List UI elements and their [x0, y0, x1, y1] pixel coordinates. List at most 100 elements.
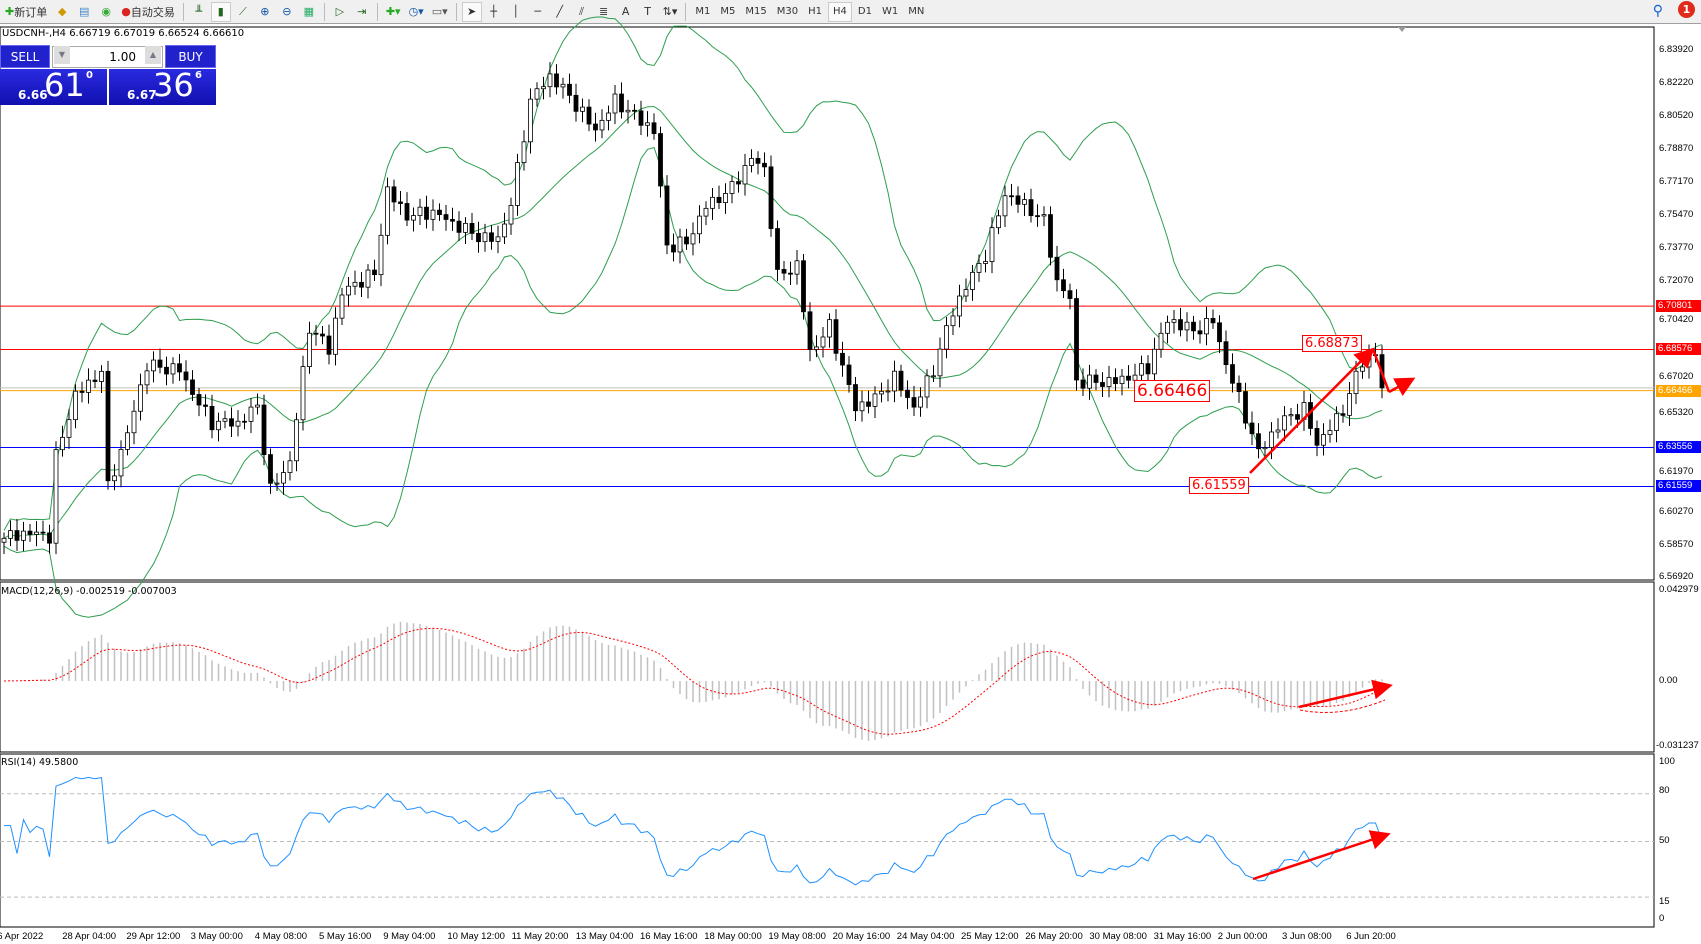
- text-icon[interactable]: A: [621, 5, 630, 18]
- lot-size-input[interactable]: 1.00: [52, 46, 163, 68]
- buy-price[interactable]: 6.67 36 6: [109, 66, 216, 105]
- auto-trading-button[interactable]: ● 自动交易: [121, 5, 175, 19]
- candle-bull: [1106, 377, 1112, 387]
- candle-bull: [287, 460, 293, 474]
- candle-bull: [677, 236, 683, 253]
- time-axis-label: 2 Jun 00:00: [1217, 931, 1268, 942]
- candle-bear: [619, 93, 624, 113]
- candle-bear: [658, 133, 663, 187]
- crosshair-icon[interactable]: ┼: [490, 5, 497, 18]
- candle-bear: [1015, 195, 1021, 205]
- annotation-mid: 6.66466: [1134, 380, 1211, 402]
- candle-bear: [391, 186, 397, 203]
- fibonacci-icon[interactable]: ≣: [599, 5, 609, 18]
- candle-bear: [47, 532, 52, 544]
- timeframe-m15[interactable]: M15: [745, 6, 767, 17]
- periods-clock-dropdown[interactable]: ◷▾: [408, 5, 424, 18]
- candle-bear: [1126, 375, 1131, 381]
- time-axis-label: 3 May 00:00: [190, 931, 243, 942]
- equidistant-channel-icon[interactable]: ⫽: [579, 4, 585, 18]
- candle-bull: [547, 73, 553, 88]
- tile-windows-icon[interactable]: ▦: [303, 5, 315, 18]
- templates-dropdown[interactable]: ▭▾: [431, 5, 448, 18]
- candle-bull: [944, 325, 949, 350]
- candle-bull: [99, 370, 104, 382]
- new-order-button[interactable]: ✚ 新订单: [5, 5, 48, 19]
- time-axis-label: 28 Apr 04:00: [62, 931, 117, 942]
- timeframe-h4[interactable]: H4: [827, 1, 852, 22]
- buy-button[interactable]: BUY: [165, 45, 216, 68]
- rsi-divergence-arrow-icon: [1252, 830, 1391, 881]
- separator: [685, 2, 687, 21]
- horizontal-line-icon[interactable]: ─: [534, 5, 541, 18]
- timeframe-m1[interactable]: M1: [695, 6, 711, 17]
- arrows-dropdown[interactable]: ⇅▾: [662, 5, 678, 18]
- macd-pane-frame: [0, 581, 1655, 753]
- zoom-out-icon[interactable]: ⊖: [282, 5, 292, 18]
- candle-bull: [255, 404, 260, 408]
- annotation-high: 6.68873: [1302, 335, 1362, 352]
- candle-bull: [983, 261, 988, 264]
- trend-arrow-rebound-icon: [1388, 377, 1416, 396]
- candlestick-chart-icon[interactable]: ▮: [210, 1, 231, 22]
- lot-increase-button[interactable]: ▲: [145, 46, 161, 64]
- sell-button[interactable]: SELL: [0, 45, 50, 68]
- time-axis-label: 16 May 16:00: [640, 931, 698, 942]
- timeframe-d1[interactable]: D1: [857, 6, 872, 17]
- timeframe-mn[interactable]: MN: [908, 6, 925, 17]
- candle-bear: [1054, 256, 1060, 281]
- candle-bear: [203, 404, 208, 407]
- candle-bear: [190, 379, 195, 395]
- time-axis-label: 24 May 04:00: [896, 931, 955, 942]
- trendline-icon[interactable]: ╱: [556, 5, 563, 18]
- time-axis-label: 18 May 00:00: [704, 931, 762, 942]
- candle-bull: [1204, 318, 1209, 335]
- sell-price[interactable]: 6.66 61 0: [0, 66, 107, 105]
- candle-bull: [703, 207, 709, 217]
- macd-divergence-curve: [1299, 699, 1386, 713]
- candle-bear: [846, 364, 852, 385]
- price-axis-label: 6.56920: [1659, 571, 1694, 582]
- candle-bull: [723, 193, 728, 204]
- candle-bull: [996, 215, 1001, 229]
- candle-bear: [651, 122, 657, 134]
- candle-bull: [125, 432, 130, 450]
- candle-bull: [307, 332, 312, 367]
- signals-icon[interactable]: ◉: [101, 5, 112, 18]
- candle-bull: [417, 206, 423, 216]
- time-axis-label: 30 May 08:00: [1089, 931, 1147, 942]
- time-axis-label: 4 May 08:00: [254, 931, 308, 942]
- indicators-dropdown[interactable]: ✚▾: [385, 5, 401, 18]
- timeframe-w1[interactable]: W1: [881, 6, 899, 17]
- bar-chart-icon[interactable]: ╨: [195, 5, 203, 18]
- macd-axis-min: -0.031237: [1656, 740, 1699, 751]
- zoom-in-icon[interactable]: ⊕: [260, 5, 270, 18]
- candle-bear: [1295, 414, 1300, 420]
- candle-bull: [1282, 415, 1287, 431]
- time-axis-label: 19 May 08:00: [768, 931, 826, 942]
- search-icon[interactable]: ⚲: [1652, 3, 1663, 19]
- candle-bull: [66, 419, 72, 438]
- candle-bull: [879, 390, 884, 395]
- chart-shift-icon[interactable]: ⇥: [357, 5, 367, 18]
- navigator-icon[interactable]: ▤: [79, 5, 90, 18]
- lot-decrease-button[interactable]: ▼: [54, 46, 70, 64]
- line-chart-icon[interactable]: ⟋: [238, 4, 247, 18]
- candle-bear: [638, 110, 644, 126]
- notification-badge[interactable]: 1: [1678, 1, 1695, 18]
- cursor-icon[interactable]: ➤: [461, 1, 482, 22]
- timeframe-h1[interactable]: H1: [808, 6, 822, 17]
- rsi-axis-15: 15: [1659, 896, 1670, 907]
- autoscroll-icon[interactable]: ▷: [335, 5, 345, 18]
- market-watch-icon[interactable]: ◆: [57, 5, 67, 18]
- price-level-tag: 6.68576: [1656, 343, 1701, 356]
- candle-bear: [905, 389, 910, 398]
- timeframe-m5[interactable]: M5: [720, 6, 736, 17]
- candle-bull: [508, 205, 514, 225]
- text-label-icon[interactable]: T: [644, 5, 651, 18]
- buy-price-fraction: 6: [195, 70, 202, 81]
- candle-bull: [690, 233, 696, 245]
- vertical-line-icon[interactable]: │: [512, 5, 519, 18]
- timeframe-m30[interactable]: M30: [776, 6, 799, 17]
